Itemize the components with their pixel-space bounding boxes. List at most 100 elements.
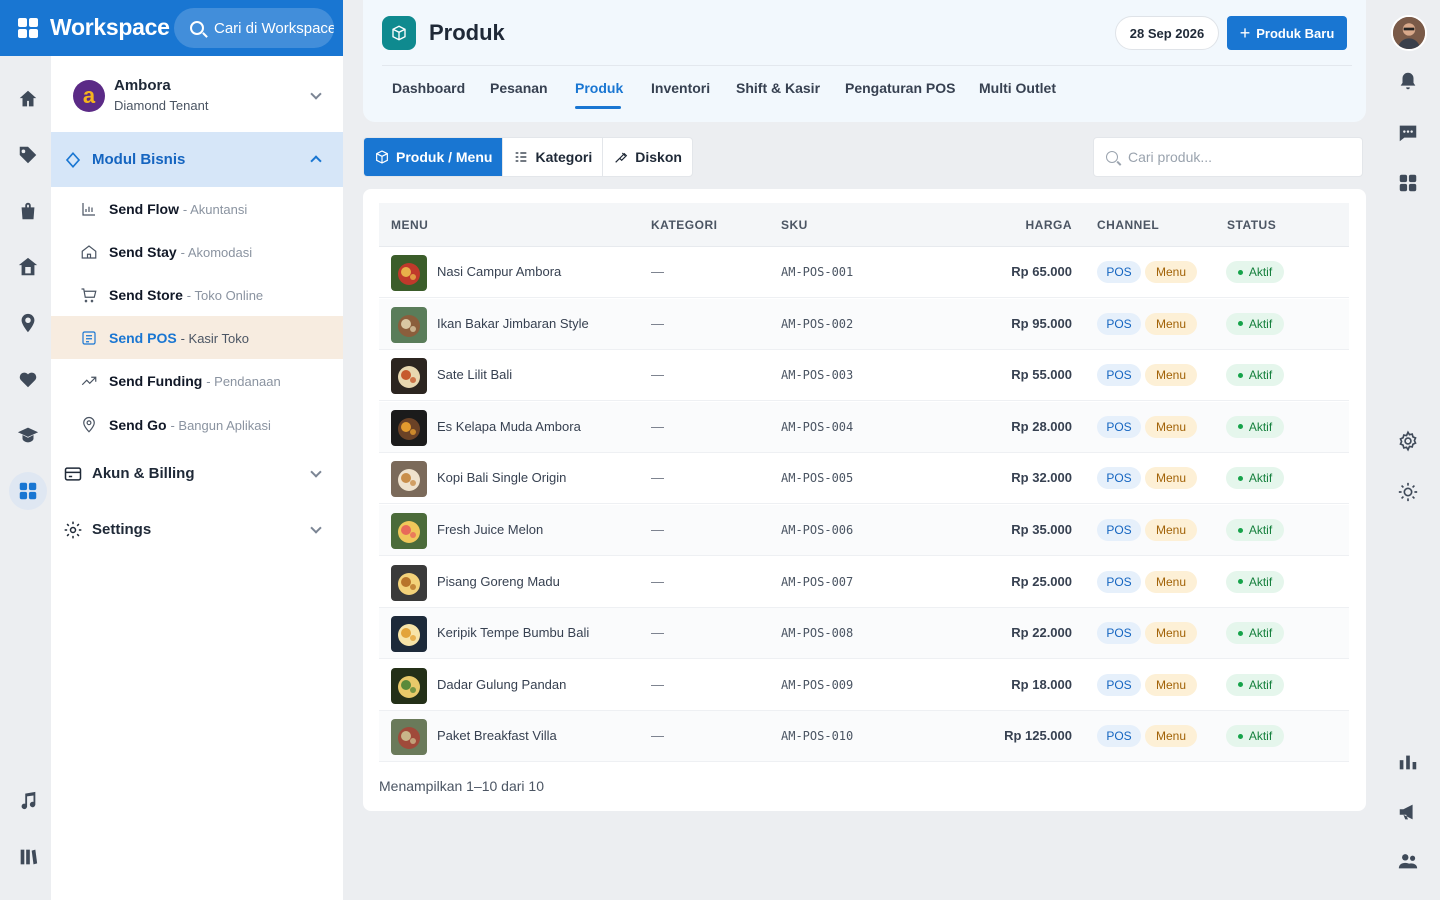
tag-icon[interactable] (9, 136, 47, 174)
product-thumbnail (391, 564, 427, 601)
people-icon[interactable] (1396, 849, 1420, 873)
product-category: — (651, 264, 664, 279)
table-row[interactable]: Nasi Campur Ambora — AM-POS-001 Rp 65.000 PO… (379, 247, 1349, 298)
table-row[interactable]: Keripik Tempe Bumbu Bali — AM-POS-008 Rp 22… (379, 608, 1349, 660)
channel-badge-menu: Menu (1145, 725, 1197, 748)
product-name[interactable]: Paket Breakfast Villa (437, 728, 557, 744)
status-label: Aktif (1248, 471, 1273, 486)
status-dot-icon (1237, 475, 1243, 481)
product-name[interactable]: Fresh Juice Melon (437, 522, 544, 537)
product-thumbnail (391, 255, 427, 291)
table-row[interactable]: Dadar Gulung Pandan — AM-POS-009 Rp 18.000 P… (379, 660, 1349, 711)
col-status[interactable]: STATUS (1227, 218, 1277, 232)
modules-grid-icon[interactable] (9, 472, 47, 510)
chat-icon[interactable] (1396, 121, 1420, 145)
product-name[interactable]: Kopi Bali Single Origin (437, 470, 567, 486)
discount-tag-icon (615, 152, 628, 163)
sidebar-item-send-flow[interactable]: Send Flow - Akuntansi (51, 187, 343, 230)
segment-diskon[interactable]: Diskon (603, 138, 692, 176)
sidebar-item-send-pos[interactable]: Send POS - Kasir Toko (51, 316, 343, 359)
graduation-cap-icon[interactable] (9, 416, 47, 454)
tenant-name: Ambora (114, 77, 171, 94)
right-rail (1386, 0, 1440, 900)
date-pill[interactable]: 28 Sep 2026 (1115, 16, 1219, 50)
segment-produk-menu[interactable]: Produk / Menu (364, 138, 504, 176)
tenant-switcher[interactable]: a Ambora Diamond Tenant (51, 56, 343, 132)
table-row[interactable]: Fresh Juice Melon — AM-POS-006 Rp 35.000 POS… (379, 505, 1349, 556)
status-dot-icon (1237, 682, 1243, 688)
product-thumbnail (391, 667, 427, 704)
channel-badge-pos: POS (1097, 725, 1141, 748)
tab-pengaturan-pos[interactable]: Pengaturan POS (845, 80, 956, 96)
modul-bisnis-section[interactable]: Modul Bisnis (51, 132, 343, 187)
product-search[interactable] (1093, 137, 1363, 177)
table-row[interactable]: Sate Lilit Bali — AM-POS-003 Rp 55.000 POS Me… (379, 350, 1349, 402)
location-pin-icon[interactable] (9, 304, 47, 342)
home-icon[interactable] (9, 80, 47, 118)
settings-section[interactable]: Settings (51, 508, 343, 552)
table-row[interactable]: Ikan Bakar Jimbaran Style — AM-POS-002 Rp 9… (379, 298, 1349, 350)
avatar[interactable] (1391, 15, 1427, 51)
product-name[interactable]: Ikan Bakar Jimbaran Style (437, 315, 589, 331)
library-icon[interactable] (9, 838, 47, 876)
analytics-icon[interactable] (1396, 750, 1420, 774)
status-label: Aktif (1248, 677, 1273, 692)
akun-billing-section[interactable]: Akun & Billing (51, 452, 343, 496)
channel-badge-menu: Menu (1145, 519, 1197, 541)
shopping-bag-icon[interactable] (9, 192, 47, 230)
sidebar-item-send-stay[interactable]: Send Stay - Akomodasi (51, 230, 343, 273)
sidebar-item-send-store[interactable]: Send Store - Toko Online (51, 273, 343, 316)
tab-shift-kasir[interactable]: Shift & Kasir (736, 80, 821, 96)
col-channel[interactable]: CHANNEL (1097, 218, 1160, 232)
new-product-button[interactable]: + Produk Baru (1227, 16, 1347, 50)
megaphone-icon[interactable] (1396, 800, 1420, 824)
tab-multi-outlet[interactable]: Multi Outlet (979, 80, 1056, 96)
table-row[interactable]: Kopi Bali Single Origin — AM-POS-005 Rp 32.… (379, 453, 1349, 505)
table-row[interactable]: Es Kelapa Muda Ambora — AM-POS-004 Rp 28.00… (379, 401, 1349, 453)
tab-inventori[interactable]: Inventori (651, 80, 711, 96)
chevron-down-icon (310, 88, 322, 100)
product-name[interactable]: Es Kelapa Muda Ambora (437, 418, 581, 434)
product-name[interactable]: Dadar Gulung Pandan (437, 676, 567, 692)
product-price: Rp 95.000 (1011, 315, 1072, 331)
table-row[interactable]: Paket Breakfast Villa — AM-POS-010 Rp 125.0… (379, 711, 1349, 763)
col-sku[interactable]: SKU (781, 218, 808, 232)
cart-icon (81, 287, 97, 302)
product-thumbnail (391, 616, 427, 653)
sidebar-item-send-funding[interactable]: Send Funding - Pendanaan (51, 359, 343, 402)
col-harga[interactable]: HARGA (1025, 218, 1072, 232)
product-name[interactable]: Nasi Campur Ambora (437, 264, 562, 279)
apps-icon[interactable] (1396, 171, 1420, 195)
diamond-icon (65, 152, 81, 168)
product-name[interactable]: Pisang Goreng Madu (437, 573, 560, 589)
product-thumbnail (391, 306, 427, 343)
sidebar-item-send-go[interactable]: Send Go - Bangun Aplikasi (51, 403, 343, 446)
product-thumbnail (391, 513, 427, 549)
bell-icon[interactable] (1396, 69, 1420, 93)
channel-badge-pos: POS (1097, 364, 1141, 387)
music-note-icon[interactable] (9, 782, 47, 820)
product-sku: AM-POS-006 (781, 523, 854, 537)
product-name[interactable]: Sate Lilit Bali (437, 367, 513, 383)
sidebar-item-name: Send Funding (109, 372, 203, 389)
sun-icon[interactable] (1396, 480, 1420, 504)
status-label: Aktif (1248, 729, 1273, 744)
product-category: — (651, 728, 664, 744)
col-kategori[interactable]: KATEGORI (651, 218, 718, 232)
heart-icon[interactable] (9, 360, 47, 398)
building-icon[interactable] (9, 248, 47, 286)
sidebar-item-desc: - Akuntansi (182, 201, 248, 217)
tab-dashboard[interactable]: Dashboard (392, 80, 466, 96)
settings-gear-icon[interactable] (1396, 429, 1420, 453)
workspace-search[interactable]: Cari di Workspace (174, 8, 334, 48)
product-sku: AM-POS-003 (781, 368, 854, 383)
col-menu[interactable]: MENU (391, 218, 429, 232)
segment-kategori[interactable]: Kategori (503, 138, 604, 176)
tab-produk[interactable]: Produk (575, 80, 624, 96)
product-price: Rp 32.000 (1011, 470, 1072, 486)
table-row[interactable]: Pisang Goreng Madu — AM-POS-007 Rp 25.000 PO… (379, 557, 1349, 608)
tab-pesanan[interactable]: Pesanan (490, 80, 548, 96)
apps-grid-icon[interactable] (18, 18, 38, 38)
product-name[interactable]: Keripik Tempe Bumbu Bali (437, 625, 590, 641)
product-search-input[interactable] (1128, 149, 1348, 165)
